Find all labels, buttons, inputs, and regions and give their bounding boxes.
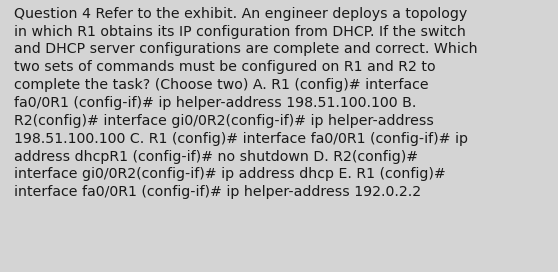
Text: Question 4 Refer to the exhibit. An engineer deploys a topology
in which R1 obta: Question 4 Refer to the exhibit. An engi… — [14, 7, 478, 199]
